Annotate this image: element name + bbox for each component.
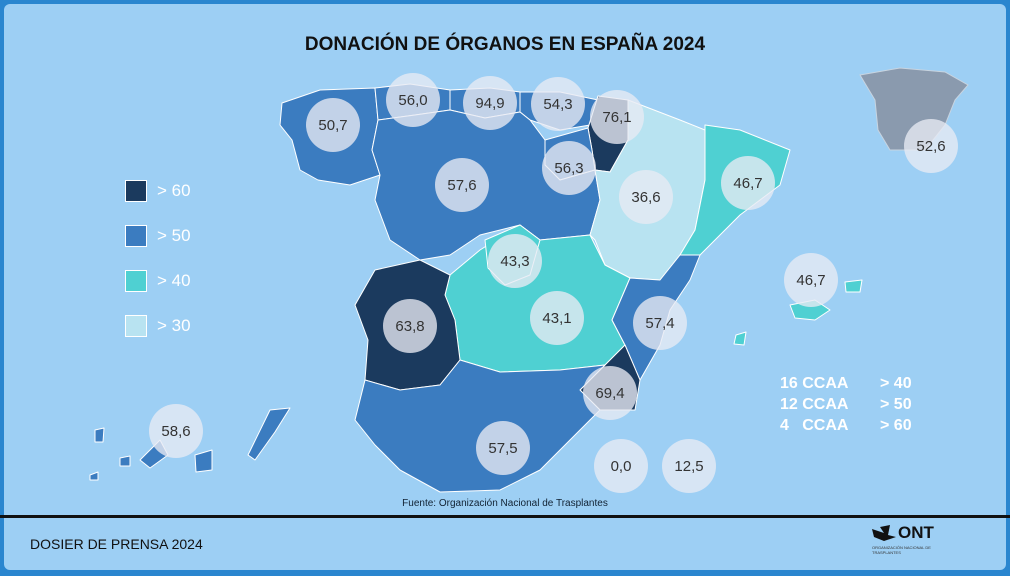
region-baleares-2 — [844, 279, 863, 293]
region-canarias-2 — [194, 449, 213, 473]
stat-count: 12 CCAA — [780, 396, 849, 413]
value-castilla-leon: 57,6 — [435, 158, 489, 212]
legend-label: > 50 — [157, 226, 191, 245]
value-cantabria: 94,9 — [463, 76, 517, 130]
legend-swatch — [125, 270, 147, 292]
legend-swatch — [125, 225, 147, 247]
legend-swatch — [125, 180, 147, 202]
value-extremadura: 63,8 — [383, 299, 437, 353]
value-aragon: 36,6 — [619, 170, 673, 224]
stat-row: 4 CCAA > 60 — [780, 415, 912, 436]
value-castilla-mancha: 43,1 — [530, 291, 584, 345]
region-canarias-1 — [247, 407, 291, 461]
value-canarias: 58,6 — [149, 404, 203, 458]
value-valencia: 57,4 — [633, 296, 687, 350]
logo-text: ONT — [898, 523, 934, 542]
value-navarra: 76,1 — [590, 90, 644, 144]
value-rioja: 56,3 — [542, 141, 596, 195]
source-note: Fuente: Organización Nacional de Traspla… — [402, 498, 608, 509]
legend-label: > 40 — [157, 271, 191, 290]
logo-subtitle: ORGANIZACIÓN NACIONAL DE TRASPLANTES — [872, 545, 931, 555]
stat-count: 4 CCAA — [780, 417, 849, 434]
legend-item: > 60 — [125, 180, 191, 202]
value-spain-total: 52,6 — [904, 119, 958, 173]
legend-item: > 30 — [125, 315, 191, 337]
footer-title: DOSIER DE PRENSA 2024 — [30, 536, 203, 552]
page-title: DONACIÓN DE ÓRGANOS EN ESPAÑA 2024 — [304, 34, 706, 55]
value-baleares: 46,7 — [784, 253, 838, 307]
value-melilla: 12,5 — [662, 439, 716, 493]
legend-label: > 30 — [157, 316, 191, 335]
legend-item: > 50 — [125, 225, 191, 247]
region-canarias-5 — [119, 455, 131, 467]
stat-threshold: > 50 — [880, 396, 912, 413]
value-madrid: 43,3 — [488, 234, 542, 288]
value-galicia: 50,7 — [306, 98, 360, 152]
summary-stats: 16 CCAA > 40 12 CCAA > 50 4 CCAA > 60 — [780, 373, 912, 436]
value-murcia: 69,4 — [583, 366, 637, 420]
legend-swatch — [125, 315, 147, 337]
divider — [0, 515, 1010, 518]
value-pais-vasco: 54,3 — [531, 77, 585, 131]
region-canarias-6 — [89, 471, 99, 481]
legend-label: > 60 — [157, 181, 191, 200]
stat-row: 16 CCAA > 40 — [780, 373, 912, 394]
region-baleares-3 — [733, 331, 747, 346]
value-asturias: 56,0 — [386, 73, 440, 127]
ont-bird-icon — [872, 525, 896, 541]
value-andalucia: 57,5 — [476, 421, 530, 475]
value-ceuta: 0,0 — [594, 439, 648, 493]
stat-row: 12 CCAA > 50 — [780, 394, 912, 415]
ont-logo: ONT ORGANIZACIÓN NACIONAL DE TRASPLANTES — [870, 523, 950, 555]
stat-threshold: > 60 — [880, 417, 912, 434]
region-canarias-4 — [94, 427, 105, 443]
legend-item: > 40 — [125, 270, 191, 292]
stat-threshold: > 40 — [880, 375, 912, 392]
legend: > 60 > 50 > 40 > 30 — [125, 180, 191, 360]
value-cataluna: 46,7 — [721, 156, 775, 210]
stat-count: 16 CCAA — [780, 375, 849, 392]
